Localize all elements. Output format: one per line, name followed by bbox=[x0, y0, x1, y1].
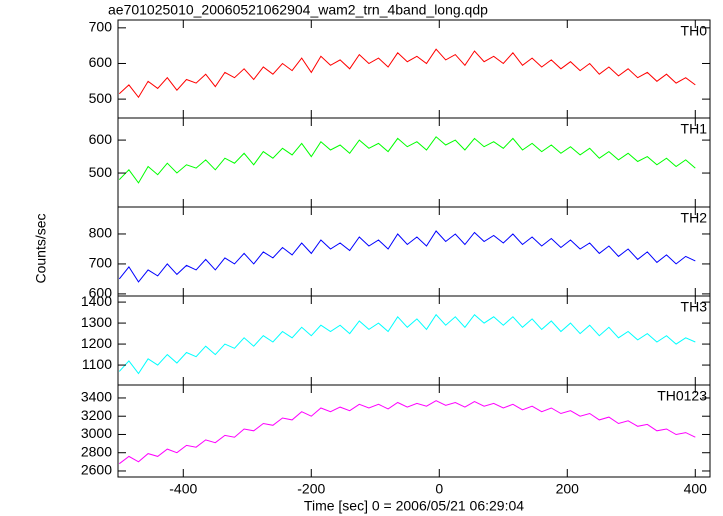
y-tick-label: 3000 bbox=[81, 425, 112, 441]
y-tick-label: 1100 bbox=[82, 356, 112, 372]
y-tick-label: 1300 bbox=[81, 314, 112, 330]
data-line bbox=[118, 48, 696, 99]
x-tick-label: -200 bbox=[297, 481, 325, 497]
panel-frame bbox=[117, 384, 711, 478]
series-label: TH2 bbox=[681, 210, 708, 226]
y-tick-label: 500 bbox=[89, 90, 113, 106]
y-tick-label: 800 bbox=[89, 225, 113, 241]
y-tick-label: 700 bbox=[89, 19, 113, 35]
series-label: TH1 bbox=[681, 121, 708, 137]
y-tick-label: 500 bbox=[89, 164, 113, 180]
x-tick-label: 0 bbox=[435, 481, 443, 497]
y-tick-label: 1400 bbox=[81, 293, 112, 309]
y-tick-label: 600 bbox=[89, 285, 113, 301]
series-label: TH0123 bbox=[657, 388, 707, 404]
x-tick-label: 200 bbox=[556, 481, 580, 497]
y-tick-label: 2800 bbox=[81, 443, 112, 459]
chart-title: ae701025010_20060521062904_wam2_trn_4ban… bbox=[108, 2, 488, 18]
y-tick-label: 3400 bbox=[81, 389, 112, 405]
y-tick-label: 700 bbox=[89, 255, 113, 271]
data-line bbox=[118, 136, 696, 184]
y-tick-label: 600 bbox=[89, 54, 113, 70]
x-axis-label: Time [sec] 0 = 2006/05/21 06:29:04 bbox=[304, 498, 524, 514]
y-tick-label: 2600 bbox=[81, 462, 112, 478]
data-line bbox=[118, 400, 696, 465]
x-tick-label: 400 bbox=[684, 481, 708, 497]
data-line bbox=[118, 313, 696, 375]
y-tick-label: 1200 bbox=[81, 335, 112, 351]
x-tick-label: -400 bbox=[169, 481, 197, 497]
y-tick-label: 3200 bbox=[81, 407, 112, 423]
series-label: TH3 bbox=[681, 299, 708, 315]
y-tick-label: 600 bbox=[89, 131, 113, 147]
series-label: TH0 bbox=[681, 23, 708, 39]
data-line bbox=[118, 230, 696, 283]
y-axis-label: Counts/sec bbox=[33, 213, 49, 283]
